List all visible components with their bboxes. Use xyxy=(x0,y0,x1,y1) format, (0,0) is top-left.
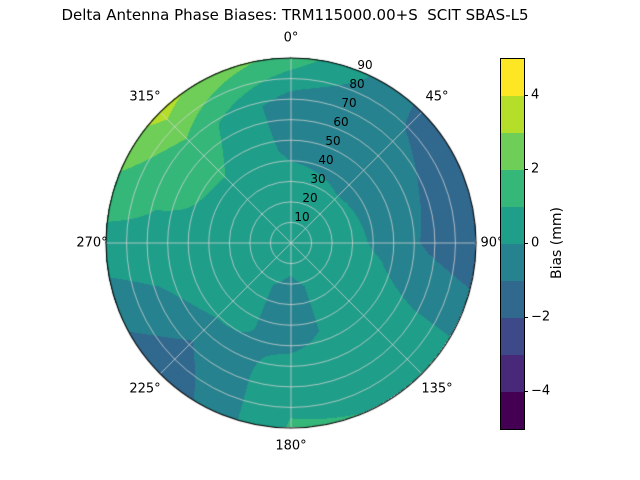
theta-tick-label-315: 315° xyxy=(129,89,161,105)
colorbar-tickmark xyxy=(524,95,528,96)
colorbar-tickmark xyxy=(524,317,528,318)
r-tick-label-30: 30 xyxy=(310,172,326,186)
colorbar-band xyxy=(501,244,524,281)
r-tick-label-70: 70 xyxy=(341,96,357,110)
theta-tick-label-135: 135° xyxy=(421,381,453,397)
colorbar-band xyxy=(501,392,524,429)
colorbar-axis-label: Bias (mm) xyxy=(549,206,565,280)
colorbar-tickmark xyxy=(524,391,528,392)
theta-tick-label-270: 270° xyxy=(76,235,108,251)
colorbar-band xyxy=(501,207,524,244)
colorbar xyxy=(500,58,525,430)
theta-tick-label-90: 90° xyxy=(480,235,504,251)
r-tick-label-20: 20 xyxy=(302,191,318,205)
colorbar-tick-label-neg4: −4 xyxy=(531,383,551,399)
theta-tick-label-225: 225° xyxy=(129,381,161,397)
colorbar-tick-label-neg2: −2 xyxy=(531,309,551,325)
r-tick-label-90: 90 xyxy=(357,58,373,72)
theta-tick-label-180: 180° xyxy=(275,438,307,454)
colorbar-band xyxy=(501,59,524,96)
colorbar-band xyxy=(501,170,524,207)
r-tick-label-40: 40 xyxy=(318,153,334,167)
theta-tick-label-0: 0° xyxy=(283,30,299,46)
colorbar-band xyxy=(501,133,524,170)
colorbar-band xyxy=(501,96,524,133)
colorbar-tickmark xyxy=(524,169,528,170)
colorbar-band xyxy=(501,281,524,318)
r-tick-label-10: 10 xyxy=(294,210,310,224)
r-tick-label-50: 50 xyxy=(325,134,341,148)
r-tick-label-60: 60 xyxy=(333,115,349,129)
colorbar-tick-label-0: 0 xyxy=(531,235,540,251)
theta-tick-label-45: 45° xyxy=(425,89,449,105)
r-tick-label-80: 80 xyxy=(349,77,365,91)
colorbar-tick-label-4: 4 xyxy=(531,87,540,103)
colorbar-band xyxy=(501,355,524,392)
colorbar-tick-label-2: 2 xyxy=(531,161,540,177)
colorbar-tickmark xyxy=(524,243,528,244)
colorbar-band xyxy=(501,318,524,355)
